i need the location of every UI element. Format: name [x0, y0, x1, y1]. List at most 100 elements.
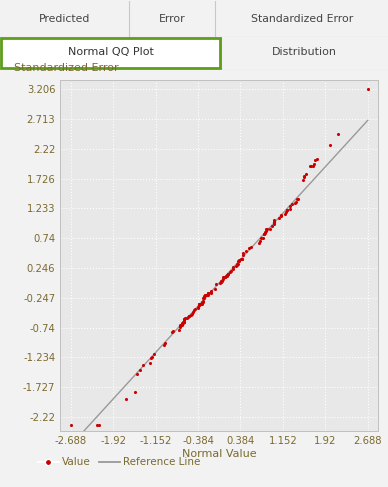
Point — [175, 326, 182, 334]
Point — [220, 275, 227, 283]
Point — [137, 366, 143, 374]
Point — [327, 141, 333, 149]
Point — [220, 274, 227, 281]
Point — [199, 300, 205, 308]
Point — [170, 328, 176, 336]
Point — [180, 319, 186, 327]
Point — [256, 239, 263, 246]
Point — [263, 227, 269, 235]
Point — [234, 260, 240, 268]
Point — [219, 277, 225, 285]
Point — [177, 323, 183, 331]
Point — [205, 290, 211, 298]
Point — [180, 318, 187, 326]
Point — [246, 244, 252, 252]
Point — [263, 225, 270, 233]
Point — [199, 299, 205, 307]
Point — [204, 291, 210, 299]
Point — [303, 169, 309, 177]
Point — [201, 294, 207, 302]
Point — [222, 273, 228, 281]
Point — [271, 216, 277, 224]
Text: Normal QQ Plot: Normal QQ Plot — [68, 47, 154, 57]
Point — [149, 353, 155, 361]
Point — [262, 229, 268, 237]
Point — [335, 130, 341, 137]
Legend: Value, Reference Line: Value, Reference Line — [33, 453, 204, 471]
Point — [227, 268, 233, 276]
Point — [196, 300, 203, 308]
Point — [301, 173, 307, 181]
Point — [208, 288, 214, 296]
Point — [238, 256, 244, 263]
Point — [218, 278, 224, 286]
Point — [186, 312, 192, 319]
Point — [308, 162, 314, 169]
Point — [177, 322, 183, 330]
Point — [287, 202, 293, 209]
Text: Standardized Error: Standardized Error — [251, 14, 353, 24]
Point — [225, 270, 231, 278]
Point — [200, 294, 206, 302]
Point — [196, 300, 202, 308]
Point — [179, 319, 185, 327]
Point — [184, 314, 190, 322]
Text: Error: Error — [159, 14, 185, 24]
Point — [199, 299, 205, 307]
Point — [201, 292, 207, 300]
Point — [239, 255, 245, 263]
Point — [205, 290, 211, 298]
Point — [191, 306, 197, 314]
Point — [186, 313, 192, 320]
Point — [269, 223, 275, 230]
Point — [146, 359, 152, 367]
Point — [140, 361, 146, 369]
Point — [189, 310, 195, 318]
Point — [196, 301, 202, 309]
Point — [307, 163, 313, 170]
Point — [271, 218, 277, 226]
Point — [211, 285, 218, 293]
Point — [236, 257, 242, 264]
Point — [151, 351, 158, 358]
Point — [161, 341, 167, 349]
Point — [217, 280, 223, 287]
Point — [196, 301, 202, 309]
Point — [260, 234, 266, 242]
Point — [68, 421, 74, 429]
Point — [261, 230, 267, 238]
Point — [239, 255, 245, 263]
Point — [177, 321, 184, 329]
Point — [204, 291, 211, 299]
Point — [248, 244, 254, 251]
Point — [312, 156, 318, 164]
Point — [282, 209, 288, 217]
Point — [185, 313, 191, 321]
Point — [228, 267, 234, 275]
Point — [270, 221, 277, 228]
Point — [179, 321, 185, 329]
Point — [271, 218, 277, 225]
Point — [180, 318, 187, 326]
Point — [239, 251, 246, 259]
Point — [208, 287, 214, 295]
Point — [236, 257, 242, 264]
Point — [218, 279, 224, 286]
Point — [278, 211, 284, 219]
Point — [199, 299, 206, 306]
Point — [310, 162, 317, 169]
Point — [208, 289, 214, 297]
Point — [262, 228, 268, 236]
Point — [291, 199, 298, 206]
Point — [195, 303, 201, 311]
Point — [168, 328, 175, 336]
Point — [199, 298, 206, 306]
Point — [189, 308, 196, 316]
Point — [202, 291, 208, 299]
Point — [200, 298, 206, 306]
Point — [263, 225, 270, 233]
Point — [181, 315, 187, 323]
Point — [230, 265, 236, 273]
Point — [232, 262, 239, 269]
Point — [300, 176, 306, 184]
